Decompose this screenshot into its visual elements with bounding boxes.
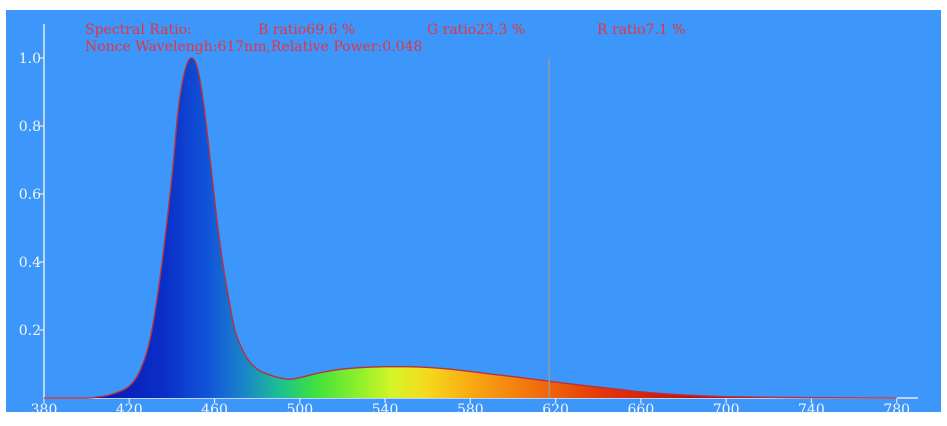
y-tick-label: 0.2 — [19, 323, 41, 339]
x-tick-label: 420 — [116, 402, 143, 418]
x-tick-label: 700 — [713, 402, 740, 418]
r-ratio-text: R ratio7.1 % — [597, 22, 686, 38]
header-info: Spectral Ratio: B ratio69.6 % G ratio23.… — [85, 22, 686, 55]
y-tick-label: 0.4 — [19, 255, 41, 271]
spectrum-curve — [44, 57, 897, 399]
b-ratio-text: B ratio69.6 % — [258, 22, 355, 38]
x-tick-label: 460 — [201, 402, 228, 418]
x-tick-label: 620 — [542, 402, 569, 418]
x-tick-label: 740 — [798, 402, 825, 418]
spectral-ratio-label: Spectral Ratio: — [85, 22, 192, 38]
x-tick-label: 580 — [457, 402, 484, 418]
spectrum-area — [44, 57, 897, 398]
g-ratio-text: G ratio23.3 % — [427, 22, 525, 38]
x-tick-label: 380 — [31, 402, 58, 418]
nonce-readout-text: Nonce Wavelengh:617nm,Relative Power:0.0… — [85, 39, 422, 55]
x-tick-label: 540 — [372, 402, 399, 418]
x-tick-label: 780 — [883, 402, 910, 418]
y-tick-label: 1.0 — [19, 51, 41, 67]
y-tick-label: 0.6 — [19, 187, 41, 203]
x-tick-label: 500 — [286, 402, 313, 418]
y-tick-label: 0.8 — [19, 119, 41, 135]
ticks: 380 420 460 500 540 580 620 660 700 740 780 0.2 0.4 0… — [19, 51, 910, 418]
x-tick-label: 660 — [628, 402, 655, 418]
